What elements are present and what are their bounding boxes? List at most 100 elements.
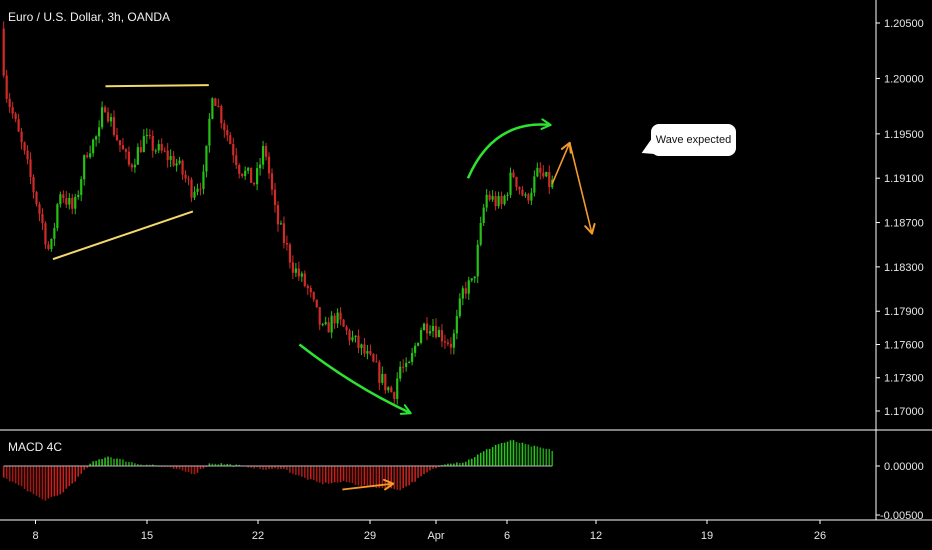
macd-bar xyxy=(107,456,109,466)
price-tick-label: 1.19500 xyxy=(884,129,924,141)
macd-bar xyxy=(327,466,330,484)
candle xyxy=(133,158,136,173)
macd-bar xyxy=(199,466,202,470)
macd-bar xyxy=(44,466,47,501)
time-tick-label: 15 xyxy=(141,530,153,542)
candle xyxy=(548,165,551,195)
candle xyxy=(387,386,390,393)
candle xyxy=(136,143,139,165)
macd-bar xyxy=(339,466,342,483)
macd-bar xyxy=(453,463,455,466)
candle xyxy=(342,318,345,328)
macd-bar xyxy=(336,466,339,483)
macd-bar xyxy=(68,466,71,487)
macd-tick-label: 0.00000 xyxy=(884,461,924,473)
candle xyxy=(318,306,321,331)
macd-bar xyxy=(488,448,491,466)
candle xyxy=(452,329,455,355)
macd-bar xyxy=(181,466,184,471)
macd-bar xyxy=(536,446,539,466)
macd-bar xyxy=(542,448,545,466)
macd-bar xyxy=(5,466,8,479)
candle xyxy=(312,291,315,302)
orange-wave-down-head xyxy=(584,222,596,235)
time-tick-label: 6 xyxy=(504,530,510,542)
support-trendline xyxy=(52,210,194,261)
macd-bar xyxy=(357,466,360,486)
macd-bar xyxy=(50,466,53,497)
macd-bar xyxy=(95,460,97,466)
macd-bar xyxy=(342,466,345,481)
candle xyxy=(142,129,145,153)
macd-bar xyxy=(122,459,124,466)
macd-bar xyxy=(32,466,35,495)
candle xyxy=(80,176,83,202)
macd-bar xyxy=(360,466,363,487)
time-axis-ticks: 8 15 22 29 Apr 6 12 19 26 xyxy=(32,520,826,542)
macd-bar xyxy=(226,463,229,466)
candle xyxy=(396,372,399,405)
candle xyxy=(479,216,482,247)
candle xyxy=(512,169,515,179)
candle xyxy=(17,113,20,132)
macd-bar xyxy=(402,466,404,489)
macd-bar xyxy=(178,466,181,470)
candle xyxy=(220,104,223,129)
candle xyxy=(491,190,494,202)
candle xyxy=(74,193,77,215)
macd-bar xyxy=(381,466,384,489)
candle xyxy=(357,329,360,354)
candle xyxy=(425,317,429,341)
macd-bar xyxy=(53,466,56,497)
macd-bar xyxy=(262,466,264,470)
candle xyxy=(127,146,131,167)
macd-bar xyxy=(83,466,85,470)
macd-bar xyxy=(2,466,5,478)
candle xyxy=(172,151,175,167)
candle xyxy=(100,101,104,130)
macd-bar xyxy=(11,466,14,482)
candle xyxy=(154,148,157,154)
macd-bar xyxy=(238,464,241,466)
candle xyxy=(205,145,208,178)
macd-bar xyxy=(450,463,452,466)
candle xyxy=(193,186,196,200)
candle xyxy=(166,143,169,168)
macd-bar xyxy=(20,466,23,487)
macd-bar xyxy=(533,445,536,466)
candle xyxy=(473,276,476,283)
candle xyxy=(77,190,80,200)
macd-bar xyxy=(286,466,288,470)
macd-bar xyxy=(289,466,291,473)
macd-histogram xyxy=(2,440,554,501)
macd-bar xyxy=(134,463,136,466)
candle xyxy=(264,142,268,161)
candle xyxy=(175,159,178,172)
candle xyxy=(545,171,548,178)
macd-bar xyxy=(494,444,497,466)
candle xyxy=(476,239,479,284)
candle xyxy=(14,111,17,123)
macd-bar xyxy=(366,466,369,487)
macd-bar xyxy=(390,466,393,489)
macd-bar xyxy=(530,446,533,466)
candle xyxy=(390,385,393,393)
macd-bar xyxy=(369,466,372,486)
macd-bar xyxy=(235,464,238,466)
macd-bar xyxy=(462,462,464,466)
candle xyxy=(411,347,414,366)
macd-bar xyxy=(384,466,387,490)
candle xyxy=(339,307,342,326)
candle xyxy=(306,284,309,296)
macd-bar xyxy=(482,451,485,466)
macd-bar xyxy=(324,466,327,483)
candle xyxy=(181,159,184,180)
candle xyxy=(428,325,432,336)
macd-bar xyxy=(202,466,205,469)
macd-bar xyxy=(351,466,354,484)
candle xyxy=(336,308,339,328)
candle xyxy=(11,101,14,119)
candle xyxy=(440,324,444,348)
candle xyxy=(470,278,473,283)
